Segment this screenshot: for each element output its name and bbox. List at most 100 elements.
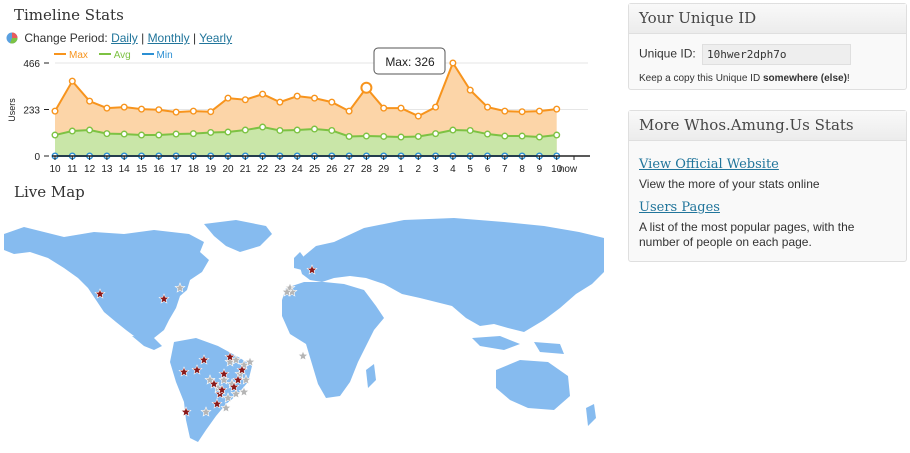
unique-id-field[interactable]: 10hwer2dph7o bbox=[702, 44, 852, 65]
legend-item-max[interactable]: Max bbox=[54, 50, 88, 61]
visitor-marker[interactable] bbox=[216, 384, 228, 395]
data-point-avg[interactable] bbox=[311, 125, 319, 133]
data-point-max[interactable] bbox=[535, 107, 543, 115]
data-point-max[interactable] bbox=[241, 96, 249, 104]
data-point-avg[interactable] bbox=[484, 130, 492, 138]
data-point-max[interactable] bbox=[518, 108, 526, 116]
visitor-marker[interactable] bbox=[222, 392, 234, 403]
visitor-marker[interactable] bbox=[228, 381, 240, 392]
data-point-avg[interactable] bbox=[189, 130, 197, 138]
visitor-marker[interactable] bbox=[281, 286, 293, 297]
data-point-avg[interactable] bbox=[362, 132, 370, 140]
visitor-marker[interactable] bbox=[191, 364, 203, 375]
data-point-avg[interactable] bbox=[172, 130, 180, 138]
data-point-max[interactable] bbox=[68, 77, 76, 85]
data-point-max[interactable] bbox=[360, 81, 373, 94]
data-point-max[interactable] bbox=[172, 108, 180, 116]
data-point-max[interactable] bbox=[397, 104, 405, 112]
data-point-max[interactable] bbox=[380, 104, 388, 112]
period-daily-link[interactable]: Daily bbox=[111, 31, 138, 45]
data-point-avg[interactable] bbox=[535, 133, 543, 141]
data-point-max[interactable] bbox=[466, 86, 474, 94]
data-point-max[interactable] bbox=[553, 105, 561, 113]
data-point-max[interactable] bbox=[414, 112, 422, 120]
data-point-max[interactable] bbox=[345, 107, 353, 115]
data-point-max[interactable] bbox=[120, 103, 128, 111]
data-point-max[interactable] bbox=[189, 107, 197, 115]
data-point-avg[interactable] bbox=[432, 130, 440, 138]
data-point-avg[interactable] bbox=[120, 130, 128, 138]
data-point-avg[interactable] bbox=[501, 132, 509, 140]
data-point-avg[interactable] bbox=[103, 130, 111, 138]
data-point-avg[interactable] bbox=[293, 126, 301, 134]
visitor-marker[interactable] bbox=[178, 366, 190, 377]
visitor-marker[interactable] bbox=[230, 388, 242, 399]
data-point-avg[interactable] bbox=[68, 127, 76, 135]
visitor-marker[interactable] bbox=[218, 368, 230, 379]
data-point-avg[interactable] bbox=[414, 132, 422, 140]
data-point-avg[interactable] bbox=[241, 126, 249, 134]
data-point-max[interactable] bbox=[51, 107, 59, 115]
data-point-max[interactable] bbox=[328, 98, 336, 106]
data-point-max[interactable] bbox=[224, 94, 232, 102]
data-point-max[interactable] bbox=[501, 107, 509, 115]
x-tick-label: 28 bbox=[361, 164, 373, 175]
visitor-marker[interactable] bbox=[198, 354, 210, 365]
data-point-max[interactable] bbox=[432, 103, 440, 111]
visitor-marker[interactable] bbox=[218, 374, 230, 385]
visitor-marker[interactable] bbox=[208, 378, 220, 389]
legend-item-min[interactable]: Min bbox=[141, 50, 173, 61]
data-point-max[interactable] bbox=[293, 92, 301, 100]
data-point-max[interactable] bbox=[449, 59, 457, 67]
visitor-marker[interactable] bbox=[232, 374, 244, 385]
visitor-marker[interactable] bbox=[174, 282, 186, 293]
visitor-marker[interactable] bbox=[236, 364, 248, 375]
x-tick-label: 1 bbox=[398, 164, 404, 175]
view-official-website-link[interactable]: View Official Website bbox=[639, 157, 779, 172]
data-point-max[interactable] bbox=[259, 90, 267, 98]
live-map[interactable] bbox=[4, 212, 604, 452]
data-point-avg[interactable] bbox=[518, 132, 526, 140]
visitor-marker[interactable] bbox=[200, 406, 212, 417]
data-point-avg[interactable] bbox=[449, 126, 457, 134]
data-point-max[interactable] bbox=[311, 94, 319, 102]
visitor-marker[interactable] bbox=[220, 402, 232, 413]
chart-tooltip: Max: 326 bbox=[373, 47, 446, 75]
data-point-avg[interactable] bbox=[276, 126, 284, 134]
period-yearly-link[interactable]: Yearly bbox=[199, 31, 233, 45]
visitor-marker[interactable] bbox=[94, 288, 106, 299]
visitor-marker[interactable] bbox=[211, 398, 223, 409]
x-tick-label: 29 bbox=[378, 164, 390, 175]
data-point-avg[interactable] bbox=[553, 131, 561, 139]
data-point-max[interactable] bbox=[484, 103, 492, 111]
data-point-avg[interactable] bbox=[224, 128, 232, 136]
visitor-marker[interactable] bbox=[297, 350, 309, 361]
data-point-avg[interactable] bbox=[345, 132, 353, 140]
period-monthly-link[interactable]: Monthly bbox=[147, 31, 190, 45]
data-point-avg[interactable] bbox=[259, 123, 267, 131]
data-point-avg[interactable] bbox=[328, 126, 336, 134]
data-point-avg[interactable] bbox=[466, 126, 474, 134]
data-point-avg[interactable] bbox=[207, 128, 215, 136]
visitor-marker[interactable] bbox=[306, 264, 318, 275]
data-point-avg[interactable] bbox=[380, 132, 388, 140]
data-point-max[interactable] bbox=[103, 104, 111, 112]
visitor-marker[interactable] bbox=[238, 386, 250, 397]
visitor-marker[interactable] bbox=[224, 351, 236, 362]
visitor-marker[interactable] bbox=[244, 356, 256, 367]
data-point-avg[interactable] bbox=[397, 133, 405, 141]
legend-item-avg[interactable]: Avg bbox=[98, 50, 131, 61]
data-point-avg[interactable] bbox=[155, 131, 163, 139]
data-point-avg[interactable] bbox=[51, 131, 59, 139]
visitor-marker[interactable] bbox=[180, 406, 192, 417]
visitor-marker[interactable] bbox=[158, 293, 170, 304]
data-point-max[interactable] bbox=[137, 105, 145, 113]
data-point-avg[interactable] bbox=[86, 126, 94, 134]
data-point-avg[interactable] bbox=[137, 131, 145, 139]
data-point-max[interactable] bbox=[276, 98, 284, 106]
data-point-max[interactable] bbox=[155, 106, 163, 114]
data-point-max[interactable] bbox=[207, 108, 215, 116]
data-point-max[interactable] bbox=[86, 97, 94, 105]
users-pages-link[interactable]: Users Pages bbox=[639, 200, 720, 215]
